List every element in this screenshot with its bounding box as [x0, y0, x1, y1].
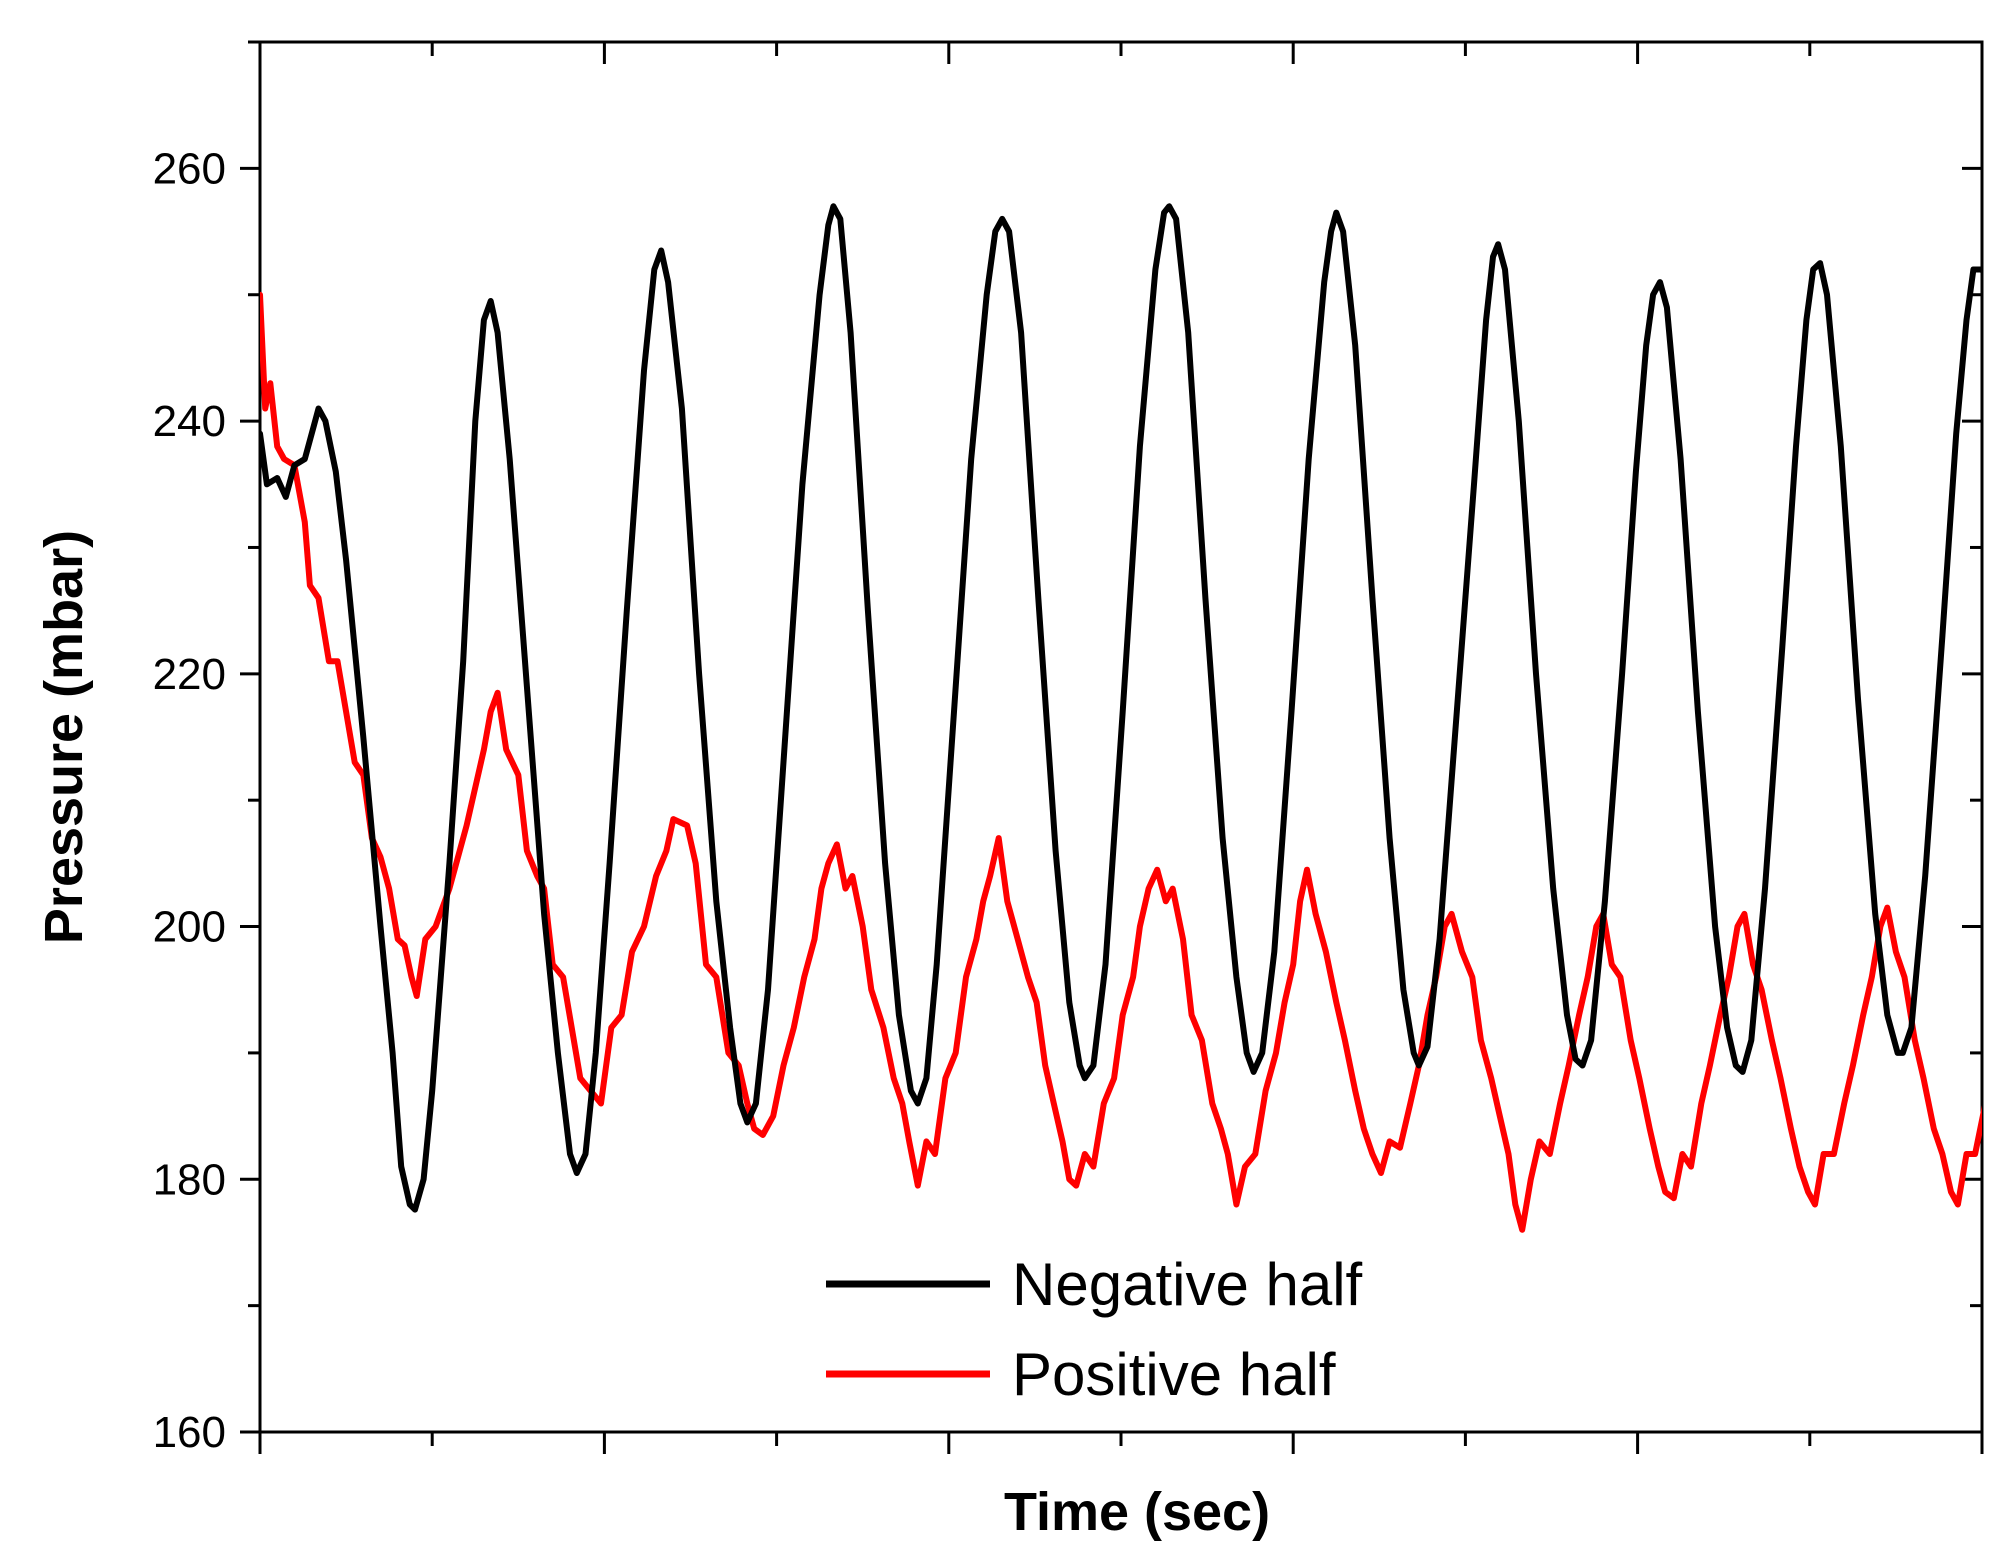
y-axis-ticks [240, 40, 1982, 1434]
series-line-positive-half [260, 291, 1982, 1233]
x-axis-ticks [258, 42, 1984, 1454]
x-axis-title: Time (sec) [1004, 1482, 1270, 1542]
y-axis-tick-labels: 160 180 200 220 240 260 [153, 144, 226, 1457]
y-tick-label: 220 [153, 650, 226, 699]
y-tick-label: 240 [153, 397, 226, 446]
legend: Negative half Positive half [826, 1251, 1363, 1408]
legend-label-positive-half: Positive half [1012, 1341, 1336, 1408]
y-tick-label: 200 [153, 903, 226, 952]
y-tick-label: 160 [153, 1408, 226, 1457]
y-axis-title: Pressure (mbar) [34, 530, 94, 944]
y-tick-label: 180 [153, 1155, 226, 1204]
y-tick-label: 260 [153, 144, 226, 193]
series-layer [260, 203, 1982, 1233]
legend-label-negative-half: Negative half [1012, 1251, 1363, 1318]
series-line-negative-half [260, 203, 1982, 1213]
